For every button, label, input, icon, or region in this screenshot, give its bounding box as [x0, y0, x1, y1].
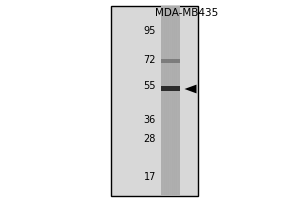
Bar	[160, 86, 180, 91]
Bar	[164, 6, 166, 196]
Text: 28: 28	[144, 134, 156, 144]
Text: 36: 36	[144, 115, 156, 125]
Bar	[168, 6, 170, 196]
Bar	[176, 6, 178, 196]
Bar	[170, 6, 172, 196]
Bar	[174, 6, 176, 196]
Polygon shape	[184, 85, 196, 93]
Bar	[169, 6, 170, 196]
Text: 55: 55	[143, 81, 156, 91]
Text: MDA-MB435: MDA-MB435	[154, 8, 218, 18]
Bar	[111, 6, 198, 196]
Bar	[164, 6, 166, 196]
Bar	[172, 6, 174, 196]
Text: 72: 72	[143, 55, 156, 65]
Bar	[178, 6, 180, 196]
Text: 95: 95	[144, 26, 156, 36]
Bar	[166, 6, 168, 196]
Bar	[172, 6, 175, 196]
Bar	[170, 6, 172, 196]
Bar	[167, 6, 169, 196]
Bar	[175, 6, 176, 196]
Bar	[160, 6, 163, 196]
Bar	[160, 6, 180, 196]
Bar	[160, 59, 180, 63]
Text: 17: 17	[144, 172, 156, 182]
Bar	[163, 6, 164, 196]
